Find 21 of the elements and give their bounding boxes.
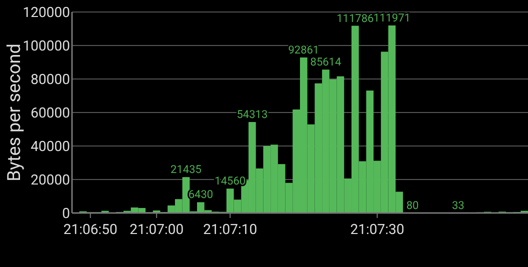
data-label: 14560 [214, 174, 246, 188]
x-tick-label: 21:07:10 [203, 222, 258, 238]
data-label: 111786 [336, 12, 374, 25]
y-tick-label: 120000 [22, 4, 70, 21]
y-tick-label: 80000 [30, 72, 70, 88]
data-label: 80 [406, 198, 419, 212]
data-label: 111971 [373, 11, 410, 24]
data-label: 21435 [170, 163, 202, 176]
y-tick-label: 100000 [22, 38, 70, 54]
x-tick-label: 21:06:50 [63, 222, 118, 238]
y-tick-label: 60000 [30, 105, 70, 122]
x-tick-label: 21:07:30 [350, 222, 404, 238]
x-tick-label: 21:07:00 [130, 222, 184, 238]
data-label: 33 [452, 198, 464, 212]
y-tick-label: 0 [62, 206, 70, 222]
y-axis-title: Bytes per second [4, 44, 25, 182]
data-label: 92861 [288, 43, 320, 56]
data-label: 85614 [310, 56, 342, 69]
data-label: 54313 [236, 108, 268, 122]
y-tick-label: 20000 [30, 172, 70, 188]
y-tick-label: 40000 [30, 138, 70, 155]
